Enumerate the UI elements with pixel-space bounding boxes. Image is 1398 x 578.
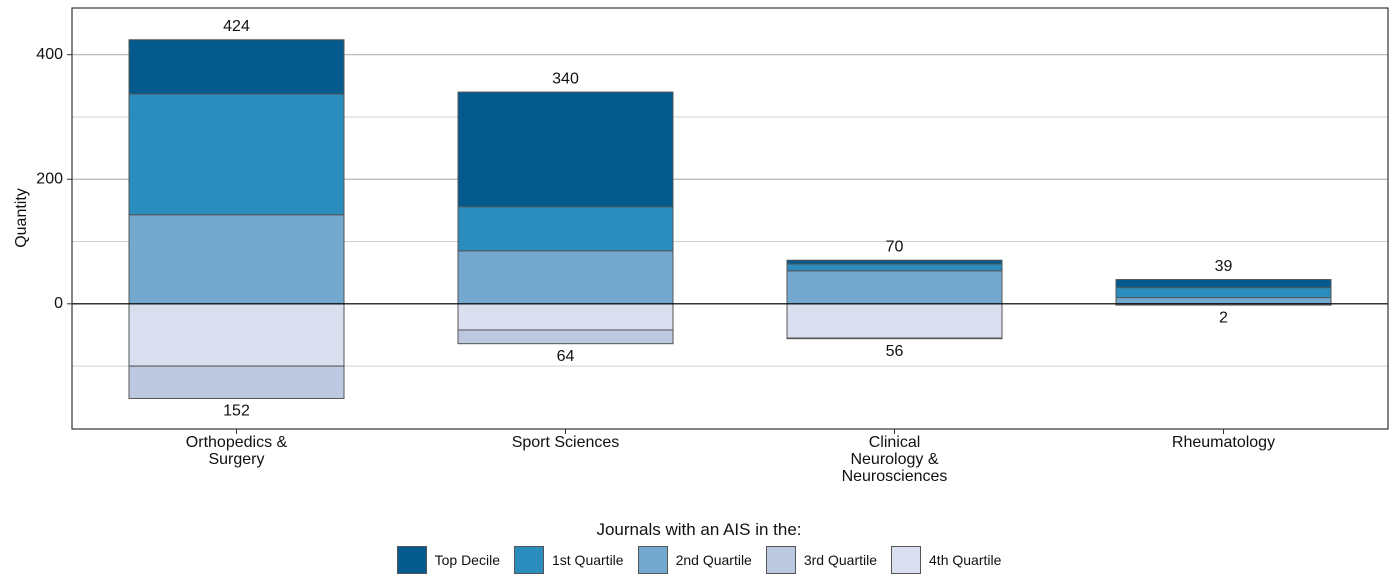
positive-total-label: 39 [1215,258,1233,275]
legend: Journals with an AIS in the: Top Decile 1… [0,520,1398,574]
legend-item: 1st Quartile [513,546,624,574]
negative-total-label: 64 [557,348,575,365]
bar-segment [1115,279,1332,289]
bar-segment [128,214,345,305]
bar-segment [1115,297,1332,305]
legend-item: 4th Quartile [891,546,1001,574]
x-tick-label: Clinical Neurology & Neurosciences [841,434,948,485]
bars [128,39,1332,399]
bar-segment [786,270,1003,305]
bar-segment [128,303,345,367]
legend-label: 3rd Quartile [803,552,878,568]
positive-total-label: 340 [552,70,579,87]
positive-total-label: 424 [223,18,250,35]
legend-item: 3rd Quartile [765,546,878,574]
legend-swatch [396,546,427,574]
x-tick-label: Rheumatology [1171,434,1276,451]
bar-segment [786,303,1003,339]
legend-swatch [513,546,544,574]
legend-item: 2nd Quartile [637,546,752,574]
x-tick-label: Orthopedics & Surgery [185,434,288,468]
positive-total-label: 70 [886,238,904,255]
bar-segment [457,303,674,331]
bar-segment [1115,287,1332,299]
y-tick-label: 0 [54,295,63,312]
y-axis-label: Quantity [13,188,30,248]
bar-segment [457,329,674,345]
negative-total-label: 56 [886,343,904,360]
negative-total-label: 2 [1219,309,1228,326]
legend-label: 1st Quartile [551,552,624,568]
bar-segment [128,365,345,399]
legend-swatch [891,546,922,574]
legend-title: Journals with an AIS in the: [596,520,802,539]
bar-segment [128,39,345,95]
bar-segment [786,259,1003,265]
y-tick-label: 200 [36,170,63,187]
plot-border [71,7,1389,430]
bar-segment [457,206,674,252]
bar-segment [457,91,674,208]
bar-segment [128,93,345,216]
negative-total-label: 152 [223,403,250,420]
legend-swatch [637,546,668,574]
bar-segment [457,250,674,305]
legend-item: Top Decile [396,546,500,574]
legend-label: 2nd Quartile [675,552,752,568]
legend-swatch [765,546,796,574]
legend-label: Top Decile [434,552,500,568]
bar-segment [786,337,1003,340]
y-tick-label: 400 [36,46,63,63]
legend-items: Top Decile 1st Quartile 2nd Quartile 3rd Qu… [0,546,1398,574]
x-tick-label: Sport Sciences [511,434,620,451]
legend-label: 4th Quartile [929,552,1002,568]
bar-segment [786,263,1003,272]
